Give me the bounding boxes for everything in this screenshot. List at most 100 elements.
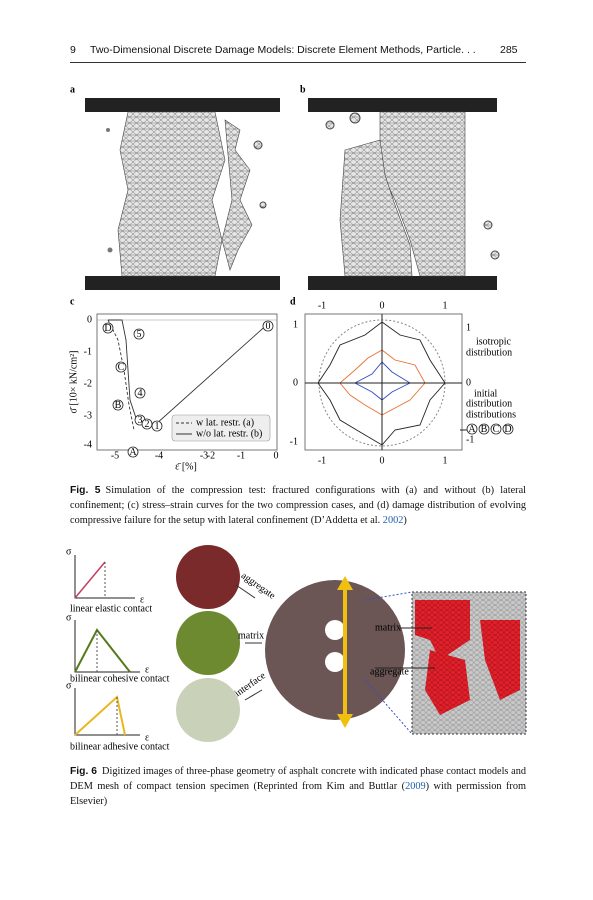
shape	[339, 139, 413, 277]
shape	[265, 580, 405, 720]
point-label: C	[118, 362, 125, 373]
shape	[176, 678, 240, 742]
shape	[425, 650, 470, 715]
point-label: D	[504, 424, 511, 435]
axis-label: σ	[66, 680, 72, 691]
arrow-label: matrix	[238, 630, 264, 641]
callout-label: matrix	[375, 622, 401, 633]
axis-label: σ	[66, 612, 72, 623]
callout-label: aggregate	[370, 666, 409, 677]
point-marker	[133, 328, 145, 340]
x-tick-label: 0	[274, 450, 279, 461]
x-tick-label: 0	[380, 455, 385, 466]
arrow-label: interface	[233, 670, 268, 699]
shape	[308, 276, 497, 290]
point-marker	[134, 387, 146, 399]
point-label: B	[115, 400, 122, 411]
point-marker	[112, 399, 124, 411]
point-label: 1	[155, 421, 160, 432]
point-label: A	[468, 424, 476, 435]
panel-label: c	[70, 296, 75, 307]
point-label: B	[481, 424, 488, 435]
running-title: Two-Dimensional Discrete Damage Models: …	[90, 44, 476, 56]
shape	[337, 576, 353, 590]
point-marker	[478, 423, 490, 435]
caption-label: Fig. 5	[70, 485, 101, 496]
shape	[325, 620, 345, 640]
citation-link[interactable]: 2009	[405, 781, 426, 792]
figure6-image	[74, 545, 527, 742]
point-label: 3	[138, 415, 143, 426]
shape	[244, 689, 263, 701]
point-marker	[102, 322, 114, 334]
citation-link[interactable]: 2002	[382, 515, 404, 526]
shape	[308, 98, 497, 112]
x-tick-label: -1	[318, 300, 326, 311]
shape	[176, 545, 240, 609]
point-label: 0	[266, 321, 271, 332]
y-tick-label: 1	[293, 319, 298, 330]
point-marker	[466, 423, 478, 435]
contact-label: bilinear cohesive contact	[70, 673, 170, 684]
y-tick-label: -2	[84, 378, 92, 389]
point-marker	[115, 361, 127, 373]
annotation: 0	[466, 377, 471, 388]
x-tick-label: -1	[237, 450, 245, 461]
axis-label: ε	[140, 594, 144, 605]
page-number: 285	[500, 44, 518, 56]
x-tick-label: 1	[443, 300, 448, 311]
legend-box	[171, 414, 271, 442]
shape	[325, 652, 345, 672]
point-label: 2	[145, 419, 150, 430]
shape	[85, 276, 280, 290]
shape	[117, 111, 226, 277]
x-tick-label: 0	[380, 300, 385, 311]
figure6-caption: Fig. 6 Digitized images of three-phase ge…	[70, 764, 526, 809]
point-marker	[502, 423, 514, 435]
y-tick-label: -3	[84, 410, 92, 421]
annotation: 1	[466, 322, 471, 333]
point-marker	[151, 420, 163, 432]
figure5-caption: Fig. 5 Simulation of the compression test…	[70, 483, 526, 528]
point-label: D	[104, 323, 111, 334]
annotation: distribution	[466, 347, 512, 358]
caption-text: Simulation of the compression test: frac…	[70, 485, 526, 526]
shape	[415, 600, 470, 660]
x-tick-label: 1	[443, 455, 448, 466]
shape	[325, 120, 335, 130]
panel-d-plot	[304, 313, 468, 451]
arrow-label: aggregate	[239, 570, 278, 602]
shape	[221, 119, 253, 271]
header-rule	[70, 62, 526, 63]
point-label: A	[129, 447, 137, 458]
annotation: distributions	[466, 409, 516, 420]
point-label: C	[493, 424, 500, 435]
point-label: 5	[137, 329, 142, 340]
panel-a-image	[85, 98, 280, 290]
caption-text: Digitized images of three-phase geometry…	[70, 766, 527, 792]
shape	[337, 714, 353, 728]
panel-label: b	[300, 84, 306, 95]
panel-label: d	[290, 296, 296, 307]
axis-label: ε	[145, 732, 149, 743]
y-tick-label: -1	[84, 346, 92, 357]
shape	[349, 112, 361, 124]
panel-label: a	[70, 84, 75, 95]
caption-text: )	[403, 515, 407, 526]
chapter-number: 9	[70, 44, 76, 56]
shape	[480, 620, 520, 700]
shape	[74, 555, 140, 736]
shape	[304, 313, 463, 451]
shape	[74, 561, 106, 599]
shape	[74, 688, 140, 736]
shape	[107, 247, 113, 253]
y-tick-label: -4	[84, 439, 92, 450]
annotation: -1	[466, 434, 474, 445]
point-label: 4	[138, 388, 143, 399]
legend-label: w lat. restr. (a)	[196, 417, 254, 428]
axis-label: ε	[145, 664, 149, 675]
x-tick-label: -4	[155, 450, 163, 461]
annotation: distribution	[466, 398, 512, 409]
